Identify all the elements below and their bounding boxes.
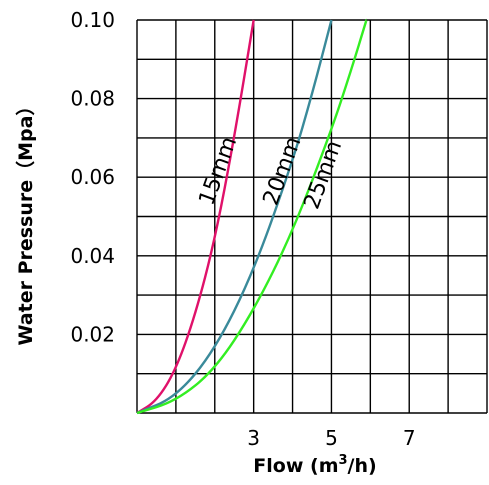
- y-tick-label: 0.02: [70, 322, 115, 346]
- y-tick-label: 0.10: [70, 8, 115, 32]
- x-tick-label: 5: [325, 426, 338, 450]
- x-axis-label: Flow (m3/h): [253, 453, 376, 477]
- x-axis-label-superscript: 3: [339, 453, 348, 468]
- x-axis-label-tail: /h): [348, 455, 377, 477]
- y-tick-label: 0.04: [70, 244, 115, 268]
- y-tick-labels: 0.02 0.04 0.06 0.08 0.10: [70, 8, 115, 346]
- series-line-20mm: [136, 19, 333, 415]
- series-line-15mm: [136, 19, 255, 415]
- series-label-15mm: 15mm: [195, 133, 243, 208]
- series-layer: [136, 19, 368, 415]
- x-tick-label: 3: [247, 426, 260, 450]
- y-axis-label: Water Pressure（Mpa）: [14, 97, 37, 346]
- x-tick-label: 7: [403, 426, 416, 450]
- series-label-25mm: 25mm: [300, 137, 348, 212]
- grid: [136, 19, 488, 414]
- y-tick-label: 0.08: [70, 87, 115, 111]
- x-tick-labels: 3 5 7: [247, 426, 415, 450]
- series-label-20mm: 20mm: [259, 133, 307, 208]
- series-line-25mm: [136, 19, 368, 415]
- y-tick-label: 0.06: [70, 165, 115, 189]
